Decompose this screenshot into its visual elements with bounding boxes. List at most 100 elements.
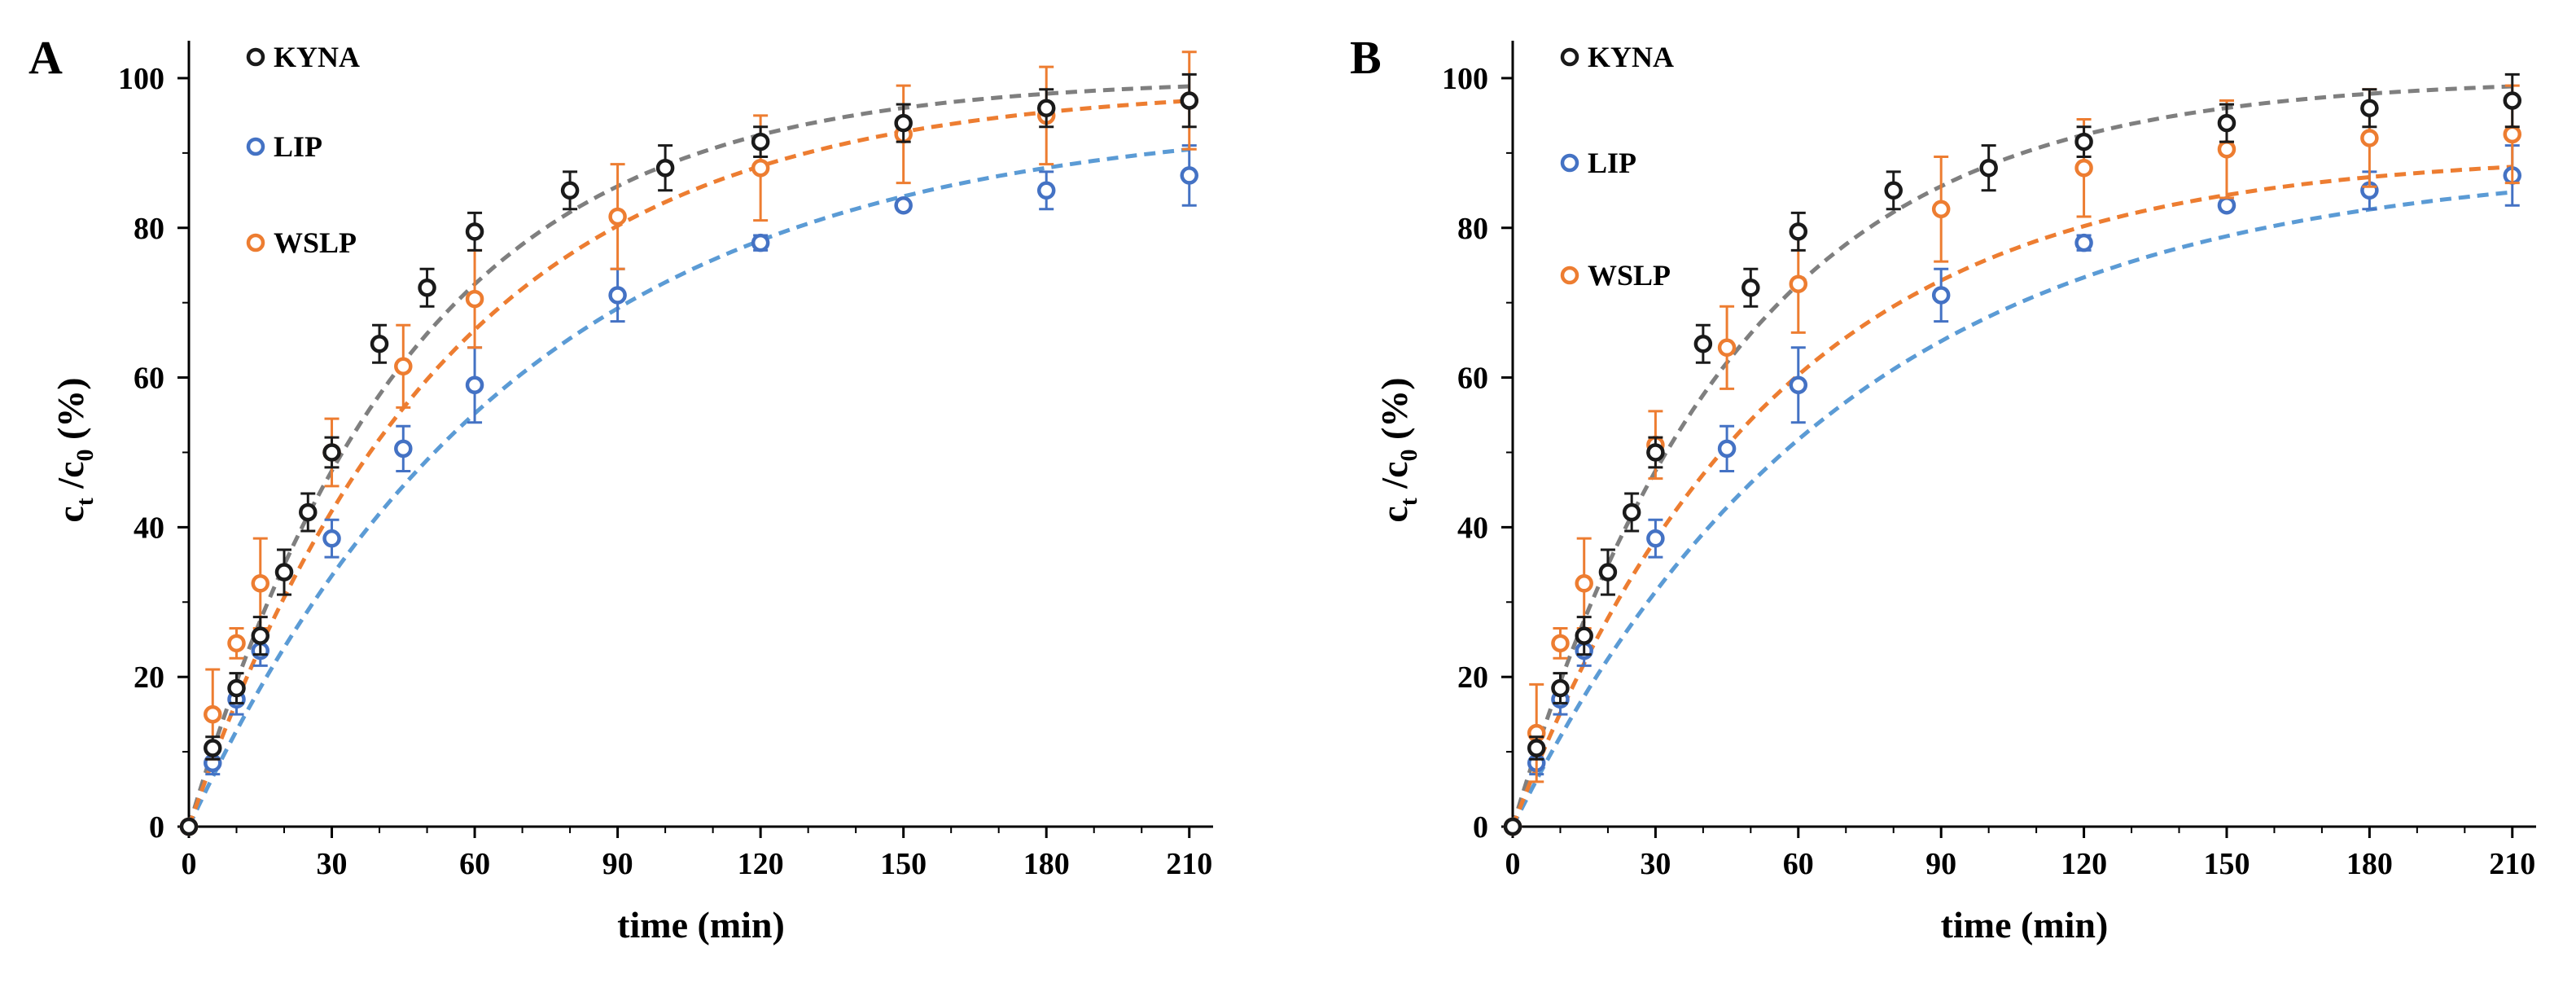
data-point-kyna [894, 113, 913, 133]
y-title-sub-t: t [72, 498, 99, 506]
legend-marker-lip [246, 137, 265, 156]
y-axis-title: ct /c0 (%) [50, 377, 99, 522]
data-point-wslp [227, 634, 246, 653]
data-point-lip [1036, 181, 1056, 200]
data-point-kyna [2217, 113, 2236, 133]
data-point-lip [394, 439, 413, 459]
data-point-kyna [370, 334, 389, 353]
data-point-wslp [394, 357, 413, 376]
x-tick-label: 0 [1505, 847, 1521, 881]
data-point-wslp [1717, 338, 1737, 358]
legend-marker-kyna [1560, 47, 1579, 67]
y-axis-title: ct /c0 (%) [1373, 377, 1422, 522]
y-title-tail: (%) [50, 377, 91, 449]
legend-label-wslp: WSLP [1588, 259, 1671, 292]
fit-curve-kyna [186, 84, 1189, 827]
x-tick-label: 180 [1023, 847, 1070, 881]
y-tick-label: 80 [1457, 212, 1488, 246]
legend-label-lip: LIP [1588, 147, 1636, 179]
data-point-kyna [1503, 817, 1522, 836]
data-point-kyna [179, 817, 199, 836]
legend-label-wslp: WSLP [274, 226, 357, 259]
fit-curve-lip [1510, 190, 2513, 828]
fit-curve-wslp [1510, 165, 2512, 827]
x-tick-label: 210 [2489, 847, 2535, 881]
data-point-kyna [1789, 222, 1808, 241]
y-tick-label: 60 [134, 362, 164, 396]
legend-marker-wslp [246, 233, 265, 252]
data-point-lip [894, 195, 913, 215]
data-point-lip [1180, 166, 1198, 185]
data-point-lip [465, 375, 484, 395]
chart-panel-a: A 0 30 60 90 120 150 180 210 0 20 40 60 80 100 time (mi… [28, 31, 1213, 946]
panel-letter: B [1350, 31, 1382, 84]
data-point-wslp [204, 704, 222, 724]
data-point-kyna [1598, 563, 1618, 581]
data-point-kyna [299, 502, 318, 522]
data-point-wslp [2074, 158, 2093, 178]
y-title-slash: /c [1373, 462, 1415, 498]
data-point-kyna [1979, 158, 1998, 178]
series-kyna [1503, 72, 2522, 836]
data-point-kyna [1575, 626, 1593, 645]
data-point-lip [1931, 286, 1951, 305]
data-point-lip [1717, 439, 1737, 459]
data-point-wslp [1551, 634, 1570, 653]
data-point-wslp [465, 289, 484, 309]
x-tick-label: 210 [1166, 847, 1212, 881]
legend-label-kyna: KYNA [1588, 41, 1674, 73]
x-tick-label: 120 [738, 847, 784, 881]
y-title-tail: (%) [1373, 377, 1415, 449]
data-point-kyna [751, 132, 770, 151]
data-point-kyna [1693, 334, 1713, 353]
legend-marker-kyna [246, 47, 265, 67]
y-tick-label: 60 [1457, 362, 1488, 396]
data-point-kyna [1036, 99, 1056, 117]
data-point-kyna [1180, 91, 1198, 110]
data-point-kyna [1741, 279, 1760, 297]
x-tick-label: 180 [2346, 847, 2393, 881]
fit-curve-wslp [186, 99, 1189, 827]
y-title-c: c [50, 506, 91, 522]
y-title-sub-0: 0 [72, 450, 99, 462]
data-point-wslp [608, 207, 627, 226]
y-tick-label: 100 [1442, 62, 1488, 96]
x-tick-label: 90 [1925, 847, 1956, 881]
data-point-wslp [251, 574, 270, 593]
data-point-kyna [251, 626, 270, 645]
y-tick-label: 80 [134, 212, 164, 246]
data-point-lip [1789, 375, 1808, 395]
y-title-sub-t: t [1395, 498, 1422, 506]
data-point-lip [1646, 529, 1665, 548]
fit-curve-kyna [1510, 84, 2512, 827]
legend-marker-lip [1560, 153, 1579, 173]
data-point-kyna [1551, 678, 1570, 698]
x-tick-label: 120 [2061, 847, 2107, 881]
panel-letter: A [28, 31, 63, 84]
data-point-kyna [227, 678, 246, 698]
data-point-wslp [1789, 274, 1808, 293]
data-point-kyna [274, 563, 294, 581]
data-point-wslp [751, 158, 770, 178]
series-wslp [179, 50, 1198, 836]
y-tick-label: 40 [1457, 511, 1488, 545]
y-tick-label: 0 [149, 810, 164, 845]
data-point-lip [2074, 233, 2093, 252]
fit-curve-lip [186, 147, 1189, 828]
legend-label-lip: LIP [274, 130, 322, 163]
x-tick-label: 90 [602, 847, 633, 881]
data-point-kyna [465, 222, 484, 241]
data-point-wslp [1931, 200, 1951, 219]
data-point-kyna [1622, 502, 1641, 522]
legend-marker-wslp [1560, 265, 1579, 285]
series-kyna [179, 72, 1198, 836]
y-tick-label: 100 [118, 62, 164, 96]
data-point-wslp [2503, 125, 2522, 144]
data-point-kyna [418, 279, 436, 297]
y-tick-label: 20 [134, 660, 164, 695]
data-point-lip [608, 286, 627, 305]
data-point-kyna [2503, 91, 2522, 110]
x-tick-label: 60 [1783, 847, 1814, 881]
